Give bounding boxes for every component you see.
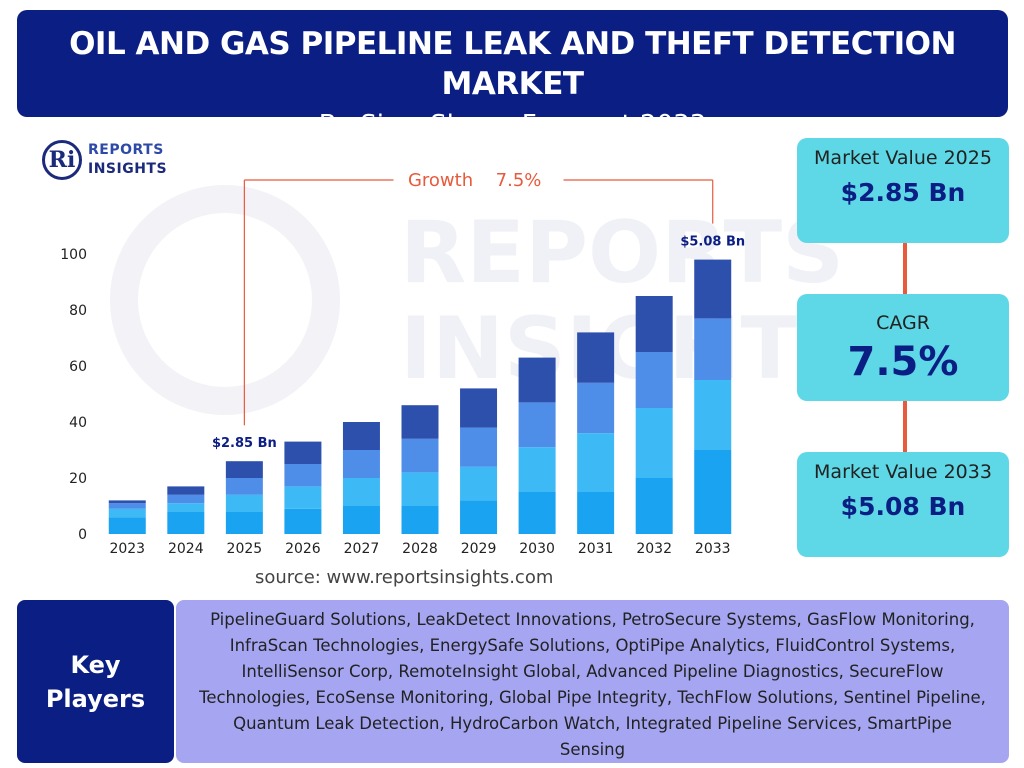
- y-tick-label: 0: [78, 527, 87, 543]
- bar-segment: [284, 441, 322, 464]
- market-value-2033: $5.08 Bn: [840, 492, 966, 521]
- bar-segment: [635, 296, 673, 352]
- x-tick-label: 2025: [227, 541, 263, 557]
- bar-segment: [635, 408, 673, 478]
- bar-segment: [694, 450, 732, 534]
- bar-segment: [577, 382, 615, 434]
- cagr-card: CAGR 7.5%: [797, 294, 1009, 401]
- x-tick-label: 2033: [695, 541, 731, 557]
- bar-segment: [577, 332, 615, 383]
- bar-segment: [167, 486, 205, 495]
- bar-segment: [225, 478, 263, 495]
- x-tick-label: 2023: [109, 541, 145, 557]
- x-tick-label: 2031: [578, 541, 614, 557]
- bar-segment: [225, 494, 263, 512]
- bar-segment: [108, 517, 146, 534]
- bar-segment: [635, 352, 673, 408]
- y-tick-label: 40: [69, 415, 87, 431]
- bar-segment: [577, 492, 615, 534]
- bar-segment: [284, 486, 322, 509]
- growth-label: Growth: [408, 170, 473, 191]
- bar-segment: [694, 259, 732, 319]
- brand-logo: Ri REPORTS INSIGHTS: [42, 140, 182, 184]
- bar-segment: [342, 506, 380, 534]
- growth-value: 7.5%: [496, 170, 542, 191]
- bar-segment: [460, 500, 498, 534]
- connector-line: [903, 401, 907, 452]
- header-banner: OIL AND GAS PIPELINE LEAK AND THEFT DETE…: [17, 10, 1008, 140]
- bar-segment: [401, 438, 439, 473]
- bar-segment: [401, 472, 439, 506]
- x-tick-label: 2026: [285, 541, 321, 557]
- market-value-2033-card: Market Value 2033 $5.08 Bn: [797, 452, 1009, 557]
- bar-segment: [167, 511, 205, 534]
- bar-segment: [167, 494, 205, 504]
- y-tick-label: 60: [69, 359, 87, 375]
- bar-segment: [460, 466, 498, 501]
- bar-segment: [460, 388, 498, 428]
- bar-value-label: $2.85 Bn: [212, 436, 277, 451]
- bar-segment: [225, 511, 263, 534]
- bar-segment: [694, 380, 732, 450]
- market-value-2025: $2.85 Bn: [840, 178, 966, 207]
- logo-icon: Ri: [42, 140, 82, 180]
- bar-segment: [284, 464, 322, 487]
- stacked-bar-chart: 0 20 40 60 80 100 2023 2024 2025 2026 2027 2028 2029…: [60, 170, 745, 557]
- bar-value-label: $5.08 Bn: [680, 235, 745, 250]
- bar-segment: [694, 318, 732, 380]
- x-tick-label: 2030: [519, 541, 555, 557]
- bar-segment: [401, 506, 439, 534]
- bar-segment: [460, 427, 498, 467]
- bar-segment: [342, 478, 380, 506]
- bar-segment: [518, 357, 556, 403]
- market-value-2025-card: Market Value 2025 $2.85 Bn: [797, 138, 1009, 243]
- bar-segment: [225, 461, 263, 478]
- bar-segment: [401, 405, 439, 439]
- x-tick-label: 2024: [168, 541, 204, 557]
- connector-line: [903, 243, 907, 294]
- bar-segment: [284, 508, 322, 534]
- bar-segment: [577, 433, 615, 492]
- x-tick-label: 2029: [461, 541, 497, 557]
- key-players-list: PipelineGuard Solutions, LeakDetect Inno…: [176, 600, 1009, 763]
- bar-segment: [342, 422, 380, 450]
- logo-line2: INSIGHTS: [88, 161, 168, 177]
- bar-segment: [108, 508, 146, 518]
- bar-segment: [167, 503, 205, 512]
- cagr-value: 7.5%: [847, 339, 959, 385]
- bar-segment: [518, 402, 556, 448]
- market-value-2025-label: Market Value 2025: [814, 147, 992, 169]
- x-tick-label: 2028: [402, 541, 438, 557]
- y-tick-label: 80: [69, 303, 87, 319]
- page-subtitle: By Size, Share, Forecast 2033: [318, 110, 707, 140]
- y-tick-label: 20: [69, 471, 87, 487]
- market-value-2033-label: Market Value 2033: [814, 461, 992, 483]
- bar-segment: [518, 447, 556, 492]
- bar-segment: [108, 500, 146, 504]
- bar-segment: [518, 492, 556, 534]
- logo-line1: REPORTS: [88, 142, 164, 158]
- chart-source: source: www.reportsinsights.com: [255, 567, 554, 588]
- key-players-label: Key Players: [17, 600, 174, 763]
- bar-segment: [635, 478, 673, 534]
- y-tick-label: 100: [60, 247, 87, 263]
- bar-segment: [342, 450, 380, 478]
- x-tick-label: 2032: [636, 541, 672, 557]
- cagr-label: CAGR: [876, 312, 930, 334]
- page-title: OIL AND GAS PIPELINE LEAK AND THEFT DETE…: [69, 26, 956, 102]
- x-tick-label: 2027: [344, 541, 380, 557]
- bar-segment: [108, 503, 146, 509]
